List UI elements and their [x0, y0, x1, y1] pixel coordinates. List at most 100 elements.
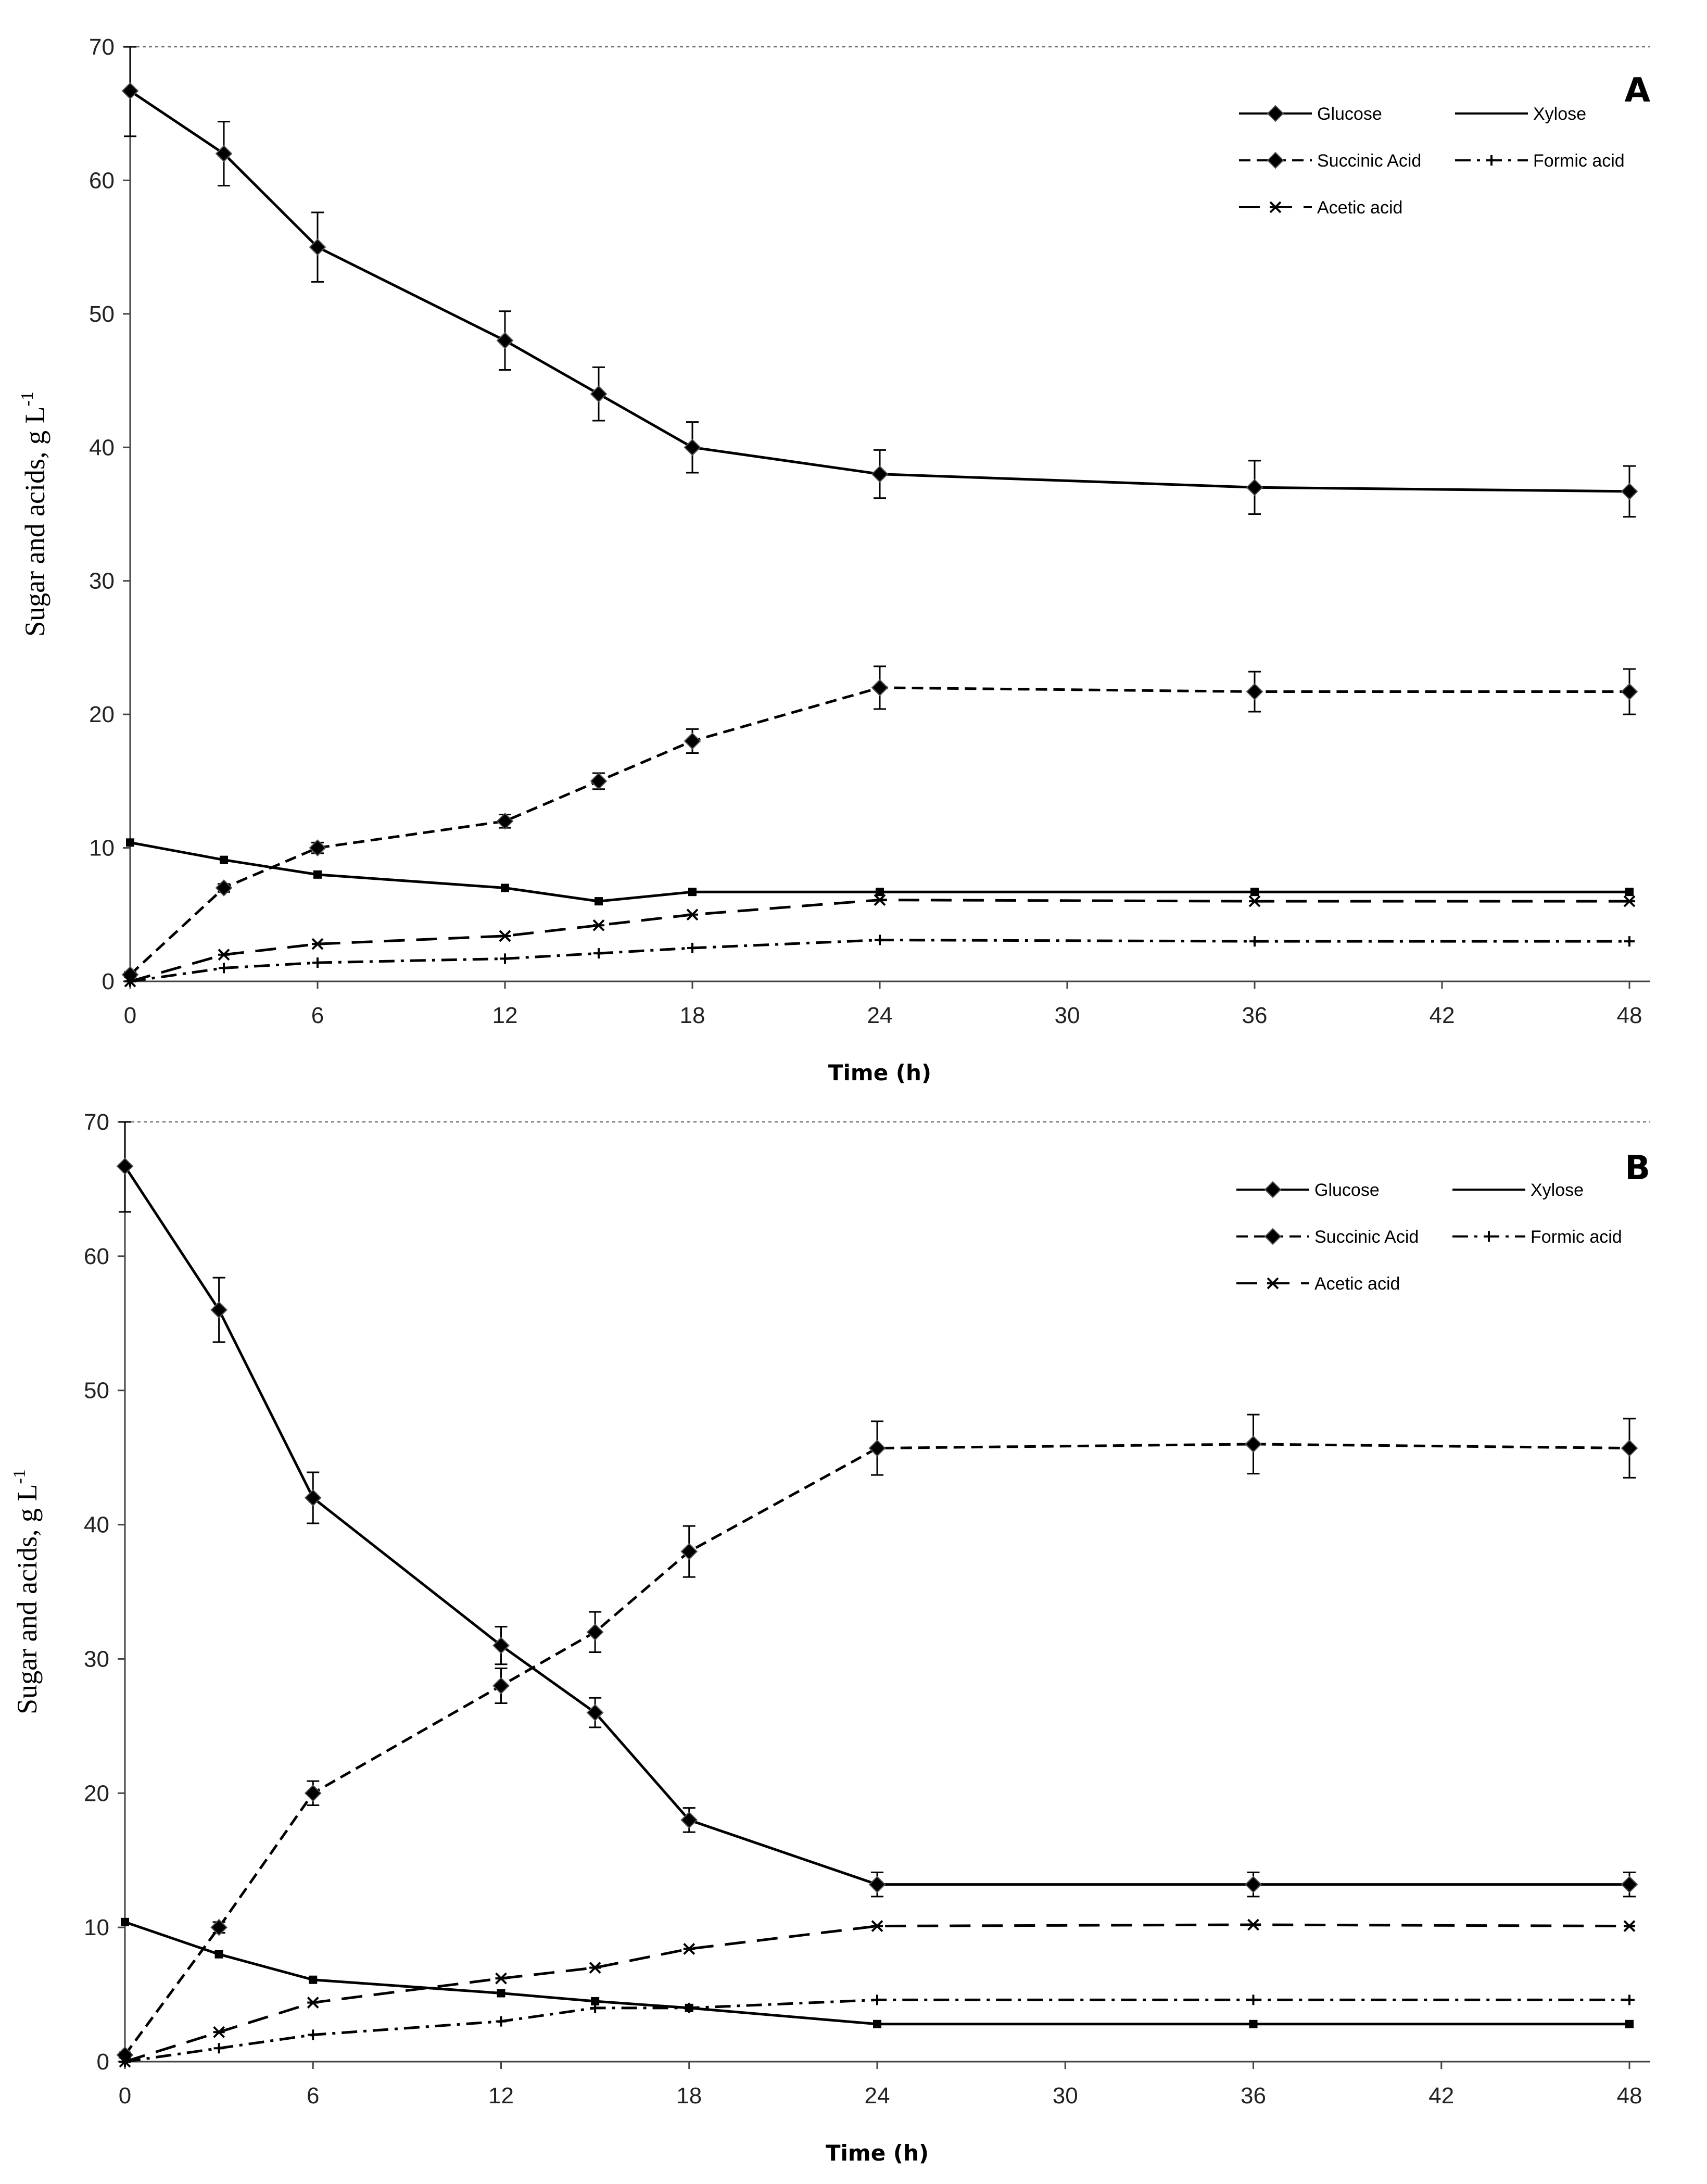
data-point: [590, 772, 608, 790]
data-point: [218, 949, 230, 961]
x-tick-label: 48: [1617, 2083, 1642, 2109]
data-point: [1621, 483, 1638, 500]
x-tick-label: 12: [488, 2083, 514, 2109]
data-point: [500, 953, 510, 964]
x-tick-label: 6: [307, 2083, 319, 2109]
series-xylose: [121, 1917, 1634, 2028]
data-point: [868, 1440, 886, 1457]
legend-marker: [1264, 1181, 1282, 1198]
y-tick-label: 10: [84, 1915, 109, 1940]
data-point: [213, 2043, 224, 2054]
data-point: [874, 894, 886, 906]
series-acetic-acid: [124, 894, 1636, 988]
legend-item: Xylose: [1455, 104, 1586, 124]
x-tick-label: 30: [1055, 1003, 1080, 1028]
data-point: [871, 679, 889, 697]
chart-panel-b: 0 10 20 30 40 50 60 70 0 6 12 18 24 30 36 42 48 Time (h) S…: [10, 1109, 1650, 2166]
data-point: [1247, 1918, 1259, 1931]
data-point: [1248, 1994, 1259, 2005]
y-axis-title-superscript: -1: [10, 1469, 29, 1484]
legend-label: Succinic Acid: [1317, 151, 1421, 171]
data-point: [214, 1950, 223, 1959]
legend-label: Xylose: [1531, 1180, 1584, 1200]
data-point: [215, 145, 233, 162]
x-tick-label: 0: [119, 2083, 131, 2109]
data-point: [590, 2002, 601, 2013]
x-tick-label: 18: [680, 1003, 705, 1028]
y-tick-label: 60: [84, 1244, 109, 1269]
data-point: [210, 1918, 228, 1936]
data-point: [309, 1975, 318, 1984]
series-line: [123, 1443, 1630, 2056]
data-point: [492, 1637, 510, 1655]
legend-item: Glucose: [1236, 1180, 1380, 1200]
legend-item: Glucose: [1239, 104, 1382, 124]
data-point: [124, 975, 136, 988]
legend-label: Formic acid: [1531, 1227, 1622, 1247]
data-point: [1245, 1435, 1262, 1453]
data-point: [309, 839, 326, 856]
legend-label: Xylose: [1533, 104, 1586, 124]
legend-label: Succinic Acid: [1314, 1227, 1419, 1247]
data-point: [1623, 895, 1636, 907]
series-line: [124, 1923, 1630, 2063]
series-acetic-acid: [119, 1918, 1636, 2068]
legend-marker: [1486, 155, 1497, 166]
data-point: [688, 888, 697, 897]
series-formic-acid: [125, 935, 1635, 987]
data-point: [1249, 936, 1260, 947]
legend-item: Acetic acid: [1236, 1274, 1400, 1294]
data-point: [872, 1994, 882, 2005]
data-point: [121, 1917, 129, 1926]
series-xylose: [126, 838, 1634, 906]
data-point: [121, 82, 139, 100]
data-point: [680, 1543, 698, 1560]
data-point: [1250, 888, 1259, 897]
series-line: [124, 1998, 1629, 2063]
legend-item: Xylose: [1452, 1180, 1584, 1200]
data-point: [1623, 1920, 1636, 1932]
y-tick-label: 20: [84, 1781, 109, 1806]
x-axis-title: Time (h): [826, 2140, 929, 2166]
data-point: [496, 2016, 507, 2027]
legend-item: Acetic acid: [1239, 198, 1402, 218]
y-axis-title: Sugar and acids, g L-1: [18, 392, 50, 637]
series-glucose: [116, 1121, 1638, 1898]
data-point: [496, 812, 514, 830]
data-point: [309, 238, 326, 256]
x-tick-label: 42: [1430, 1003, 1455, 1028]
data-point: [873, 2019, 881, 2028]
x-tick-label: 18: [676, 2083, 702, 2109]
y-tick-label: 10: [89, 836, 115, 861]
x-tick-label: 30: [1053, 2083, 1078, 2109]
data-point: [1624, 1994, 1635, 2005]
series-line: [129, 686, 1629, 976]
y-axis-title-superscript: -1: [18, 392, 37, 406]
data-point: [311, 938, 324, 950]
data-point: [501, 883, 509, 892]
legend-item: Succinic Acid: [1239, 151, 1421, 171]
x-tick-label: 36: [1242, 1003, 1268, 1028]
data-point: [590, 385, 608, 403]
y-tick-label: 0: [97, 2049, 109, 2075]
data-point: [126, 838, 134, 847]
data-point: [875, 935, 885, 945]
data-point: [116, 1157, 134, 1175]
data-point: [313, 870, 322, 879]
series-line: [130, 939, 1629, 983]
legend-marker: [1267, 105, 1284, 122]
data-point: [1248, 895, 1261, 907]
series-line: [123, 1165, 1629, 1886]
legend-item: Formic acid: [1455, 151, 1625, 171]
y-tick-label: 70: [84, 1109, 109, 1135]
data-point: [684, 733, 701, 750]
data-point: [308, 2029, 319, 2040]
legend-marker: [1264, 1228, 1282, 1245]
data-point: [304, 1489, 322, 1507]
legend-label: Acetic acid: [1317, 198, 1402, 218]
data-point: [589, 1962, 601, 1974]
data-point: [219, 963, 229, 974]
data-point: [684, 2002, 694, 2013]
